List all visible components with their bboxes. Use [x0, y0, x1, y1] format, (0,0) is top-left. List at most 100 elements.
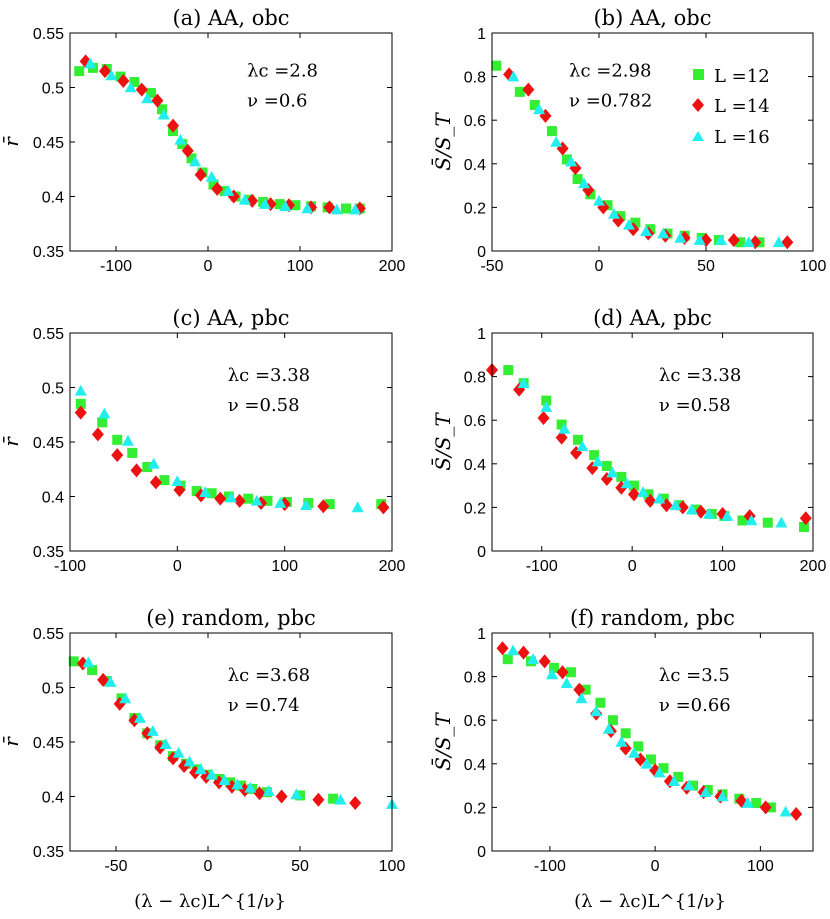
- y-tick-label: 0.2: [464, 200, 486, 217]
- data-point: [668, 775, 681, 787]
- panel-b: (b) AA, obc-50 0 50 10000.20.40.60.81S̄/S_T…: [430, 6, 826, 275]
- data-point: [208, 179, 219, 190]
- data-point: [694, 504, 707, 519]
- y-tick-label: 0.8: [464, 370, 486, 387]
- data-point: [146, 725, 159, 736]
- x-tick-label: 100: [800, 258, 827, 275]
- data-point: [673, 771, 684, 782]
- data-point: [644, 493, 657, 508]
- y-axis-label: S̄/S_T: [430, 412, 455, 471]
- data-point: [290, 200, 301, 211]
- y-tick-label: 0.35: [33, 544, 64, 561]
- y-tick-label: 0.8: [464, 70, 486, 87]
- plot-frame: [491, 32, 814, 252]
- x-tick-label: -100: [534, 858, 566, 875]
- data-point: [244, 781, 257, 793]
- data-point: [496, 641, 509, 656]
- x-tick-label: -50: [104, 858, 127, 875]
- y-tick-label: 0.4: [42, 190, 64, 207]
- y-tick-label: 0: [477, 844, 486, 861]
- y-tick-label: 0.6: [464, 113, 486, 130]
- data-point: [580, 684, 591, 695]
- y-tick-label: 1: [477, 326, 486, 343]
- data-point: [75, 398, 86, 409]
- data-point: [172, 746, 185, 758]
- data-point: [502, 654, 513, 665]
- panels-layer: (a) AA, obc-100 0 100 2000.350.40.450.50.55…: [0, 6, 826, 875]
- data-point: [323, 200, 336, 215]
- data-point: [690, 504, 701, 515]
- data-point: [98, 64, 111, 79]
- data-point: [262, 785, 275, 796]
- y-tick-label: 0.4: [464, 757, 486, 774]
- data-point: [84, 57, 97, 69]
- data-point: [133, 712, 146, 723]
- data-point: [762, 517, 773, 528]
- data-point: [250, 494, 263, 506]
- legend-marker-l12: [693, 69, 704, 80]
- data-point: [575, 692, 588, 704]
- y-tick-label: 0.5: [42, 681, 64, 698]
- panel-title: (c) AA, pbc: [172, 306, 289, 330]
- panel-c: (c) AA, pbc -100 0 100 200 0.35 0.4 0.45 0.5 0.55…: [0, 306, 405, 575]
- data-point: [127, 447, 138, 458]
- plot-frame: [491, 632, 814, 852]
- data-point: [620, 728, 631, 739]
- data-point: [274, 497, 287, 508]
- plot-frame: [491, 332, 814, 552]
- x-tick-label: -50: [480, 258, 503, 275]
- panel-d: (d) AA, pbc -100 0 100 200 0 0.2 0.4 0.6 0.8 1 S̄/S…: [430, 306, 826, 575]
- data-point: [349, 203, 362, 215]
- data-point: [781, 235, 794, 250]
- data-point: [74, 384, 87, 396]
- data-point: [141, 92, 154, 104]
- data-point: [349, 796, 362, 811]
- data-point: [238, 193, 251, 205]
- data-point: [555, 430, 568, 445]
- data-point: [97, 672, 110, 687]
- data-point: [135, 82, 148, 97]
- data-point: [173, 482, 186, 497]
- y-tick-label: 0.45: [33, 135, 64, 152]
- data-point: [91, 427, 104, 442]
- data-point: [674, 231, 687, 243]
- data-point: [676, 500, 689, 515]
- data-point: [590, 705, 603, 717]
- data-point: [104, 676, 117, 687]
- data-point: [68, 656, 79, 667]
- data-point: [303, 498, 314, 509]
- x-tick-label: 0: [204, 858, 213, 875]
- data-point: [186, 153, 197, 164]
- data-point: [74, 66, 85, 77]
- data-point: [116, 693, 127, 704]
- data-point: [119, 692, 132, 704]
- data-point: [751, 798, 762, 809]
- y-tick-label: 0.4: [42, 790, 64, 807]
- data-point: [602, 722, 615, 734]
- data-point: [699, 786, 712, 797]
- data-point: [653, 766, 666, 778]
- data-point: [274, 199, 285, 210]
- lambda-c-annotation: λc =3.38: [228, 365, 310, 386]
- data-point: [171, 475, 184, 487]
- data-point: [191, 486, 202, 497]
- data-point: [218, 774, 231, 785]
- data-point: [129, 77, 140, 88]
- panel-title: (b) AA, obc: [593, 6, 711, 30]
- data-point: [174, 133, 187, 145]
- x-axis-label-right: (λ − λc)L^{1/ν}: [574, 891, 726, 912]
- data-point: [130, 463, 143, 478]
- lambda-c-annotation: λc =2.8: [247, 61, 318, 82]
- y-axis-label: S̄/S_T: [430, 112, 455, 171]
- series-16: [507, 70, 785, 248]
- data-point: [628, 480, 639, 491]
- data-point: [503, 365, 514, 376]
- x-tick-label: 100: [709, 558, 736, 575]
- data-point: [696, 232, 707, 243]
- data-point: [149, 475, 162, 490]
- data-point: [105, 69, 118, 81]
- data-point: [199, 486, 212, 497]
- data-point: [779, 805, 792, 817]
- data-point: [312, 792, 325, 807]
